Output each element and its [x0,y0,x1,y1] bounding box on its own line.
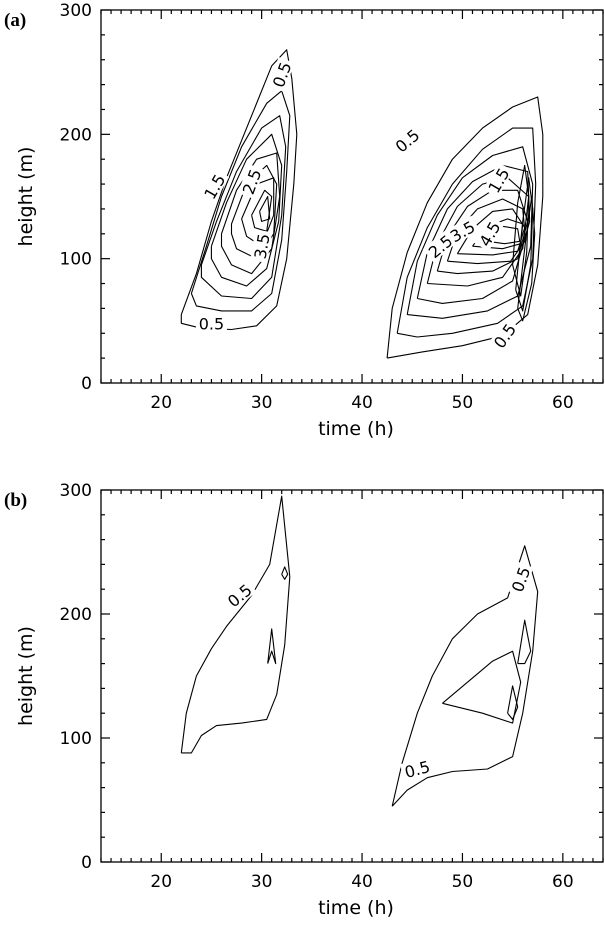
contour-line [436,189,529,275]
y-tick-label: 300 [60,1,92,21]
contour-line [210,133,283,287]
x-tick-label: 60 [552,393,574,413]
contour-label-group: 0.5 [506,561,534,597]
contour-label-background [267,57,295,92]
x-tick-label: 60 [552,872,574,892]
y-axis-title: height (m) [15,626,37,726]
contour-line [200,115,287,300]
x-tick-label: 50 [452,872,474,892]
contour-line [396,127,537,338]
plot-frame [100,9,604,384]
x-tick-label: 20 [150,393,172,413]
contour-label: 0.5 [199,314,224,333]
contour-label-background [444,215,480,246]
contour-label-background [221,578,257,612]
contour-line [517,195,536,322]
y-tick-label: 200 [60,605,92,625]
panel-b: (b) 20 30 40 50 60 0 100 200 300 time (h) height (m… [4,481,604,919]
contour-line [517,619,532,665]
x-axis-title: time (h) [318,897,394,919]
contour-line [406,146,534,319]
y-axis-title: height (m) [15,147,37,247]
contour-label-group: 4.5 [474,215,505,252]
panel-label: (b) [4,490,27,511]
panel-a: (a) 20 30 40 50 60 0 100 200 300 time (h) height (m… [4,1,604,440]
panel-label: (a) [4,10,26,31]
contour-line [386,96,544,359]
contour-line [281,566,289,580]
x-tick-label: 20 [150,872,172,892]
contour-label-background [474,215,505,252]
contour-line [512,164,530,297]
contour-line [391,545,539,807]
contour-label-group: 0.5 [399,756,435,782]
contour-label-background [389,123,425,157]
contour-label-background [237,163,265,199]
y-tick-label: 0 [81,374,92,394]
contour-line [259,195,271,222]
y-tick-label: 0 [81,853,92,873]
contour-label-group: 0.5 [195,314,227,333]
contour-label: 0.5 [403,757,433,782]
y-tick-label: 300 [60,481,92,501]
x-tick-label: 40 [351,872,373,892]
contour-label-background [488,317,521,354]
contour-line [190,90,291,312]
y-tick-label: 100 [60,729,92,749]
contour-label-group: 0.5 [389,123,425,157]
contour-label-background [250,229,273,263]
x-tick-label: 50 [452,393,474,413]
contour-line [267,628,277,665]
contour-label-background [483,162,514,198]
contour-line [442,650,522,724]
contour-label-background [195,314,227,332]
contour-label-group: 3.5 [250,229,274,263]
contour-line [180,495,291,754]
y-tick-label: 200 [60,125,92,145]
contour-line [416,164,531,304]
x-tick-label: 40 [351,393,373,413]
plot-frame [100,489,604,863]
y-tick-label: 100 [60,250,92,270]
x-axis-title: time (h) [318,418,394,440]
contour-label-background [198,168,230,204]
contour-label-group: 0.5 [221,578,257,612]
contour-label-group: 1.5 [198,168,230,204]
x-tick-label: 30 [251,872,273,892]
contour-line [426,177,530,287]
contour-line [507,685,519,720]
x-tick-label: 30 [251,393,273,413]
contour-label-background [399,756,435,781]
contour-label-background [506,561,534,597]
contour-label: 3.5 [251,232,274,260]
